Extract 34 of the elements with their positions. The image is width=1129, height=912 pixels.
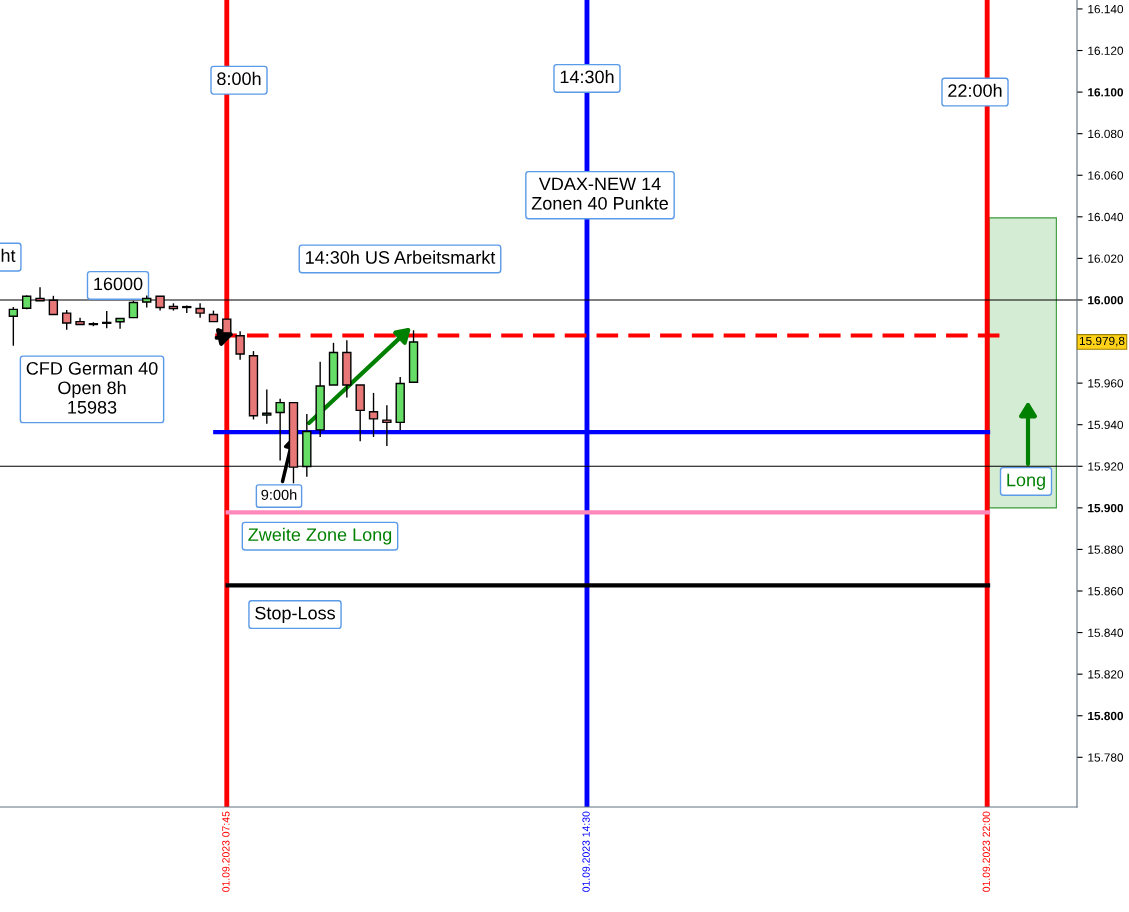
- y-tick-label: 15.920: [1088, 462, 1124, 471]
- annotation: Long: [1007, 473, 1045, 490]
- y-tick-label: 16.080: [1088, 129, 1124, 139]
- y-tick-label: 16.060: [1088, 171, 1124, 180]
- y-tick-label: 15.780: [1088, 753, 1124, 762]
- y-tick-label: 16.120: [1088, 46, 1124, 55]
- annotation: 22:00h: [948, 83, 1002, 97]
- annotation: 14:30h US Arbeitsmarkt: [306, 250, 496, 264]
- y-tick-label: 15.880: [1088, 545, 1124, 554]
- y-tick-label: 15.940: [1088, 420, 1124, 430]
- annotation: CFD German 40 Open 8h 15983: [26, 361, 158, 414]
- y-tick-label: 16.040: [1088, 212, 1124, 222]
- y-tick-label: 15.860: [1088, 587, 1124, 596]
- x-tick-label: 01.09.2023 22:00: [982, 811, 990, 892]
- y-tick-label: 16.000: [1088, 296, 1124, 305]
- annotation: VDAX-NEW 14 Zonen 40 Punkte: [531, 177, 668, 210]
- y-tick-label: 15.820: [1088, 670, 1124, 679]
- annotation: 9:00h: [261, 489, 297, 500]
- y-tick-label: 15.960: [1088, 379, 1124, 388]
- annotation: ht: [1, 248, 16, 262]
- annotation: Zweite Zone Long: [248, 527, 392, 545]
- text: 15.979,8: [1079, 336, 1125, 347]
- x-tick-label: 01.09.2023 07:45: [222, 811, 230, 892]
- y-tick-label: 15.800: [1088, 711, 1124, 721]
- annotation: Stop-Loss: [255, 606, 335, 624]
- annotation: 8:00h: [217, 71, 261, 86]
- x-tick-label: 01.09.2023 14:30: [582, 811, 590, 892]
- y-tick-label: 15.840: [1088, 628, 1124, 637]
- annotation: 16000: [94, 277, 143, 291]
- y-tick-label: 16.020: [1088, 254, 1124, 263]
- annotation: 14:30h: [560, 70, 614, 84]
- y-tick-label: 16.140: [1088, 4, 1124, 14]
- y-tick-label: 15.900: [1088, 503, 1124, 513]
- y-tick-label: 16.100: [1088, 88, 1124, 97]
